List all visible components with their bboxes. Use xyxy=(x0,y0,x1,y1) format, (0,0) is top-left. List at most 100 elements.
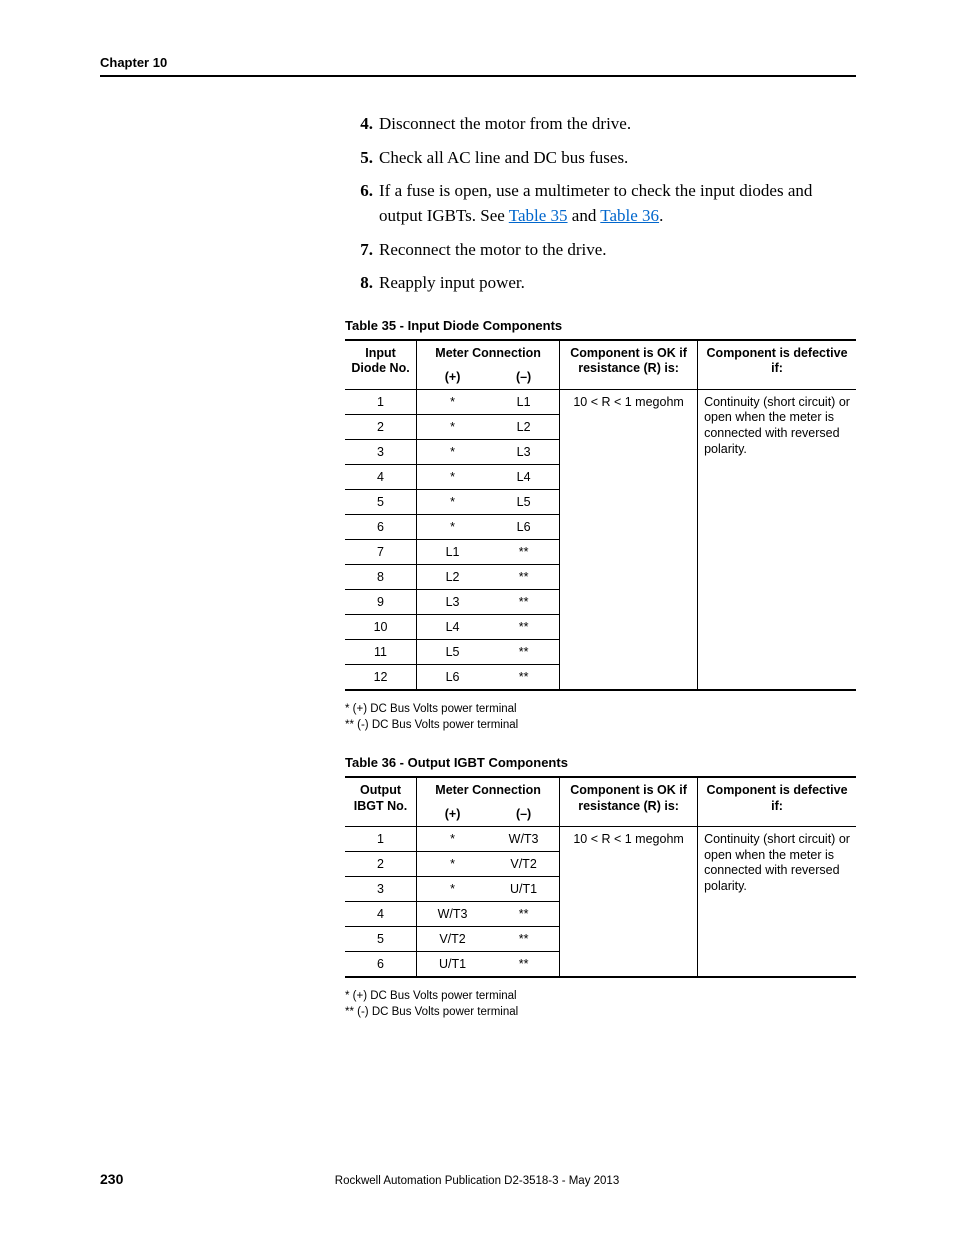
cell-meter-plus: U/T1 xyxy=(417,952,489,978)
step-number: 4. xyxy=(345,112,373,137)
cell-meter-plus: * xyxy=(417,514,489,539)
th-ok-if: Component is OK if resistance (R) is: xyxy=(560,777,698,827)
th-meter-plus: (+) xyxy=(417,802,489,827)
cell-no: 5 xyxy=(345,927,417,952)
cell-no: 10 xyxy=(345,614,417,639)
cell-meter-minus: ** xyxy=(488,927,560,952)
table-row: 1*L110 < R < 1 megohmContinuity (short c… xyxy=(345,389,856,414)
footnote-minus: ** (-) DC Bus Volts power terminal xyxy=(345,1004,856,1020)
cell-no: 12 xyxy=(345,664,417,690)
step-item: 4. Disconnect the motor from the drive. xyxy=(345,112,856,137)
cell-meter-plus: * xyxy=(417,877,489,902)
step-item: 6. If a fuse is open, use a multimeter t… xyxy=(345,179,856,228)
cell-meter-plus: L3 xyxy=(417,589,489,614)
publication-footer: Rockwell Automation Publication D2-3518-… xyxy=(0,1175,954,1187)
cell-no: 2 xyxy=(345,852,417,877)
cell-defective-if: Continuity (short circuit) or open when … xyxy=(698,827,856,978)
table-row: 1*W/T310 < R < 1 megohmContinuity (short… xyxy=(345,827,856,852)
th-meter-minus: (–) xyxy=(488,365,560,390)
cell-ok-if: 10 < R < 1 megohm xyxy=(560,389,698,690)
cell-no: 5 xyxy=(345,489,417,514)
cell-meter-minus: ** xyxy=(488,902,560,927)
cell-no: 6 xyxy=(345,952,417,978)
th-defective-if: Component is defective if: xyxy=(698,340,856,390)
step-number: 5. xyxy=(345,146,373,171)
xref-table-36[interactable]: Table 36 xyxy=(600,206,659,225)
cell-meter-minus: ** xyxy=(488,564,560,589)
cell-meter-minus: ** xyxy=(488,664,560,690)
cell-meter-minus: W/T3 xyxy=(488,827,560,852)
th-input-diode-no: Input Diode No. xyxy=(345,340,417,390)
cell-no: 6 xyxy=(345,514,417,539)
cell-no: 4 xyxy=(345,902,417,927)
header-rule xyxy=(100,75,856,77)
cell-meter-minus: L3 xyxy=(488,439,560,464)
xref-table-35[interactable]: Table 35 xyxy=(509,206,568,225)
chapter-label: Chapter 10 xyxy=(100,55,167,70)
step-text: Reapply input power. xyxy=(379,273,525,292)
cell-meter-minus: V/T2 xyxy=(488,852,560,877)
step-list: 4. Disconnect the motor from the drive. … xyxy=(345,112,856,296)
cell-meter-plus: * xyxy=(417,489,489,514)
table-input-diode: Input Diode No. Meter Connection Compone… xyxy=(345,339,856,691)
footnote-minus: ** (-) DC Bus Volts power terminal xyxy=(345,717,856,733)
cell-no: 3 xyxy=(345,439,417,464)
step-item: 5. Check all AC line and DC bus fuses. xyxy=(345,146,856,171)
cell-defective-if: Continuity (short circuit) or open when … xyxy=(698,389,856,690)
cell-meter-minus: ** xyxy=(488,589,560,614)
cell-meter-plus: W/T3 xyxy=(417,902,489,927)
cell-no: 4 xyxy=(345,464,417,489)
cell-meter-minus: L5 xyxy=(488,489,560,514)
cell-no: 1 xyxy=(345,827,417,852)
cell-no: 9 xyxy=(345,589,417,614)
cell-meter-plus: V/T2 xyxy=(417,927,489,952)
cell-meter-plus: L5 xyxy=(417,639,489,664)
table-36-footnotes: * (+) DC Bus Volts power terminal ** (-)… xyxy=(345,988,856,1020)
step-item: 8. Reapply input power. xyxy=(345,271,856,296)
cell-meter-plus: L2 xyxy=(417,564,489,589)
footnote-plus: * (+) DC Bus Volts power terminal xyxy=(345,701,856,717)
table-35-title: Table 35 - Input Diode Components xyxy=(345,318,856,333)
cell-meter-plus: * xyxy=(417,414,489,439)
th-meter-connection: Meter Connection xyxy=(417,777,560,802)
th-meter-minus: (–) xyxy=(488,802,560,827)
step-text: Disconnect the motor from the drive. xyxy=(379,114,631,133)
cell-meter-plus: * xyxy=(417,852,489,877)
cell-ok-if: 10 < R < 1 megohm xyxy=(560,827,698,978)
cell-meter-plus: L4 xyxy=(417,614,489,639)
cell-meter-minus: U/T1 xyxy=(488,877,560,902)
cell-no: 11 xyxy=(345,639,417,664)
cell-meter-plus: * xyxy=(417,827,489,852)
step-text-fragment: . xyxy=(659,206,663,225)
step-item: 7. Reconnect the motor to the drive. xyxy=(345,238,856,263)
cell-meter-plus: * xyxy=(417,439,489,464)
cell-no: 8 xyxy=(345,564,417,589)
step-number: 7. xyxy=(345,238,373,263)
cell-meter-plus: L1 xyxy=(417,539,489,564)
step-text: If a fuse is open, use a multimeter to c… xyxy=(379,181,812,225)
cell-meter-minus: L1 xyxy=(488,389,560,414)
th-ok-if: Component is OK if resistance (R) is: xyxy=(560,340,698,390)
step-text-fragment: and xyxy=(568,206,601,225)
cell-no: 1 xyxy=(345,389,417,414)
cell-meter-minus: L2 xyxy=(488,414,560,439)
step-number: 8. xyxy=(345,271,373,296)
cell-meter-plus: L6 xyxy=(417,664,489,690)
step-text: Reconnect the motor to the drive. xyxy=(379,240,607,259)
table-36-title: Table 36 - Output IGBT Components xyxy=(345,755,856,770)
cell-no: 3 xyxy=(345,877,417,902)
cell-no: 7 xyxy=(345,539,417,564)
step-text: Check all AC line and DC bus fuses. xyxy=(379,148,628,167)
table-35-footnotes: * (+) DC Bus Volts power terminal ** (-)… xyxy=(345,701,856,733)
cell-meter-minus: ** xyxy=(488,614,560,639)
table-output-igbt: Output IBGT No. Meter Connection Compone… xyxy=(345,776,856,978)
cell-meter-minus: ** xyxy=(488,539,560,564)
th-defective-if: Component is defective if: xyxy=(698,777,856,827)
cell-meter-minus: L6 xyxy=(488,514,560,539)
th-meter-connection: Meter Connection xyxy=(417,340,560,365)
cell-meter-minus: L4 xyxy=(488,464,560,489)
footnote-plus: * (+) DC Bus Volts power terminal xyxy=(345,988,856,1004)
cell-meter-minus: ** xyxy=(488,639,560,664)
th-meter-plus: (+) xyxy=(417,365,489,390)
cell-meter-plus: * xyxy=(417,389,489,414)
